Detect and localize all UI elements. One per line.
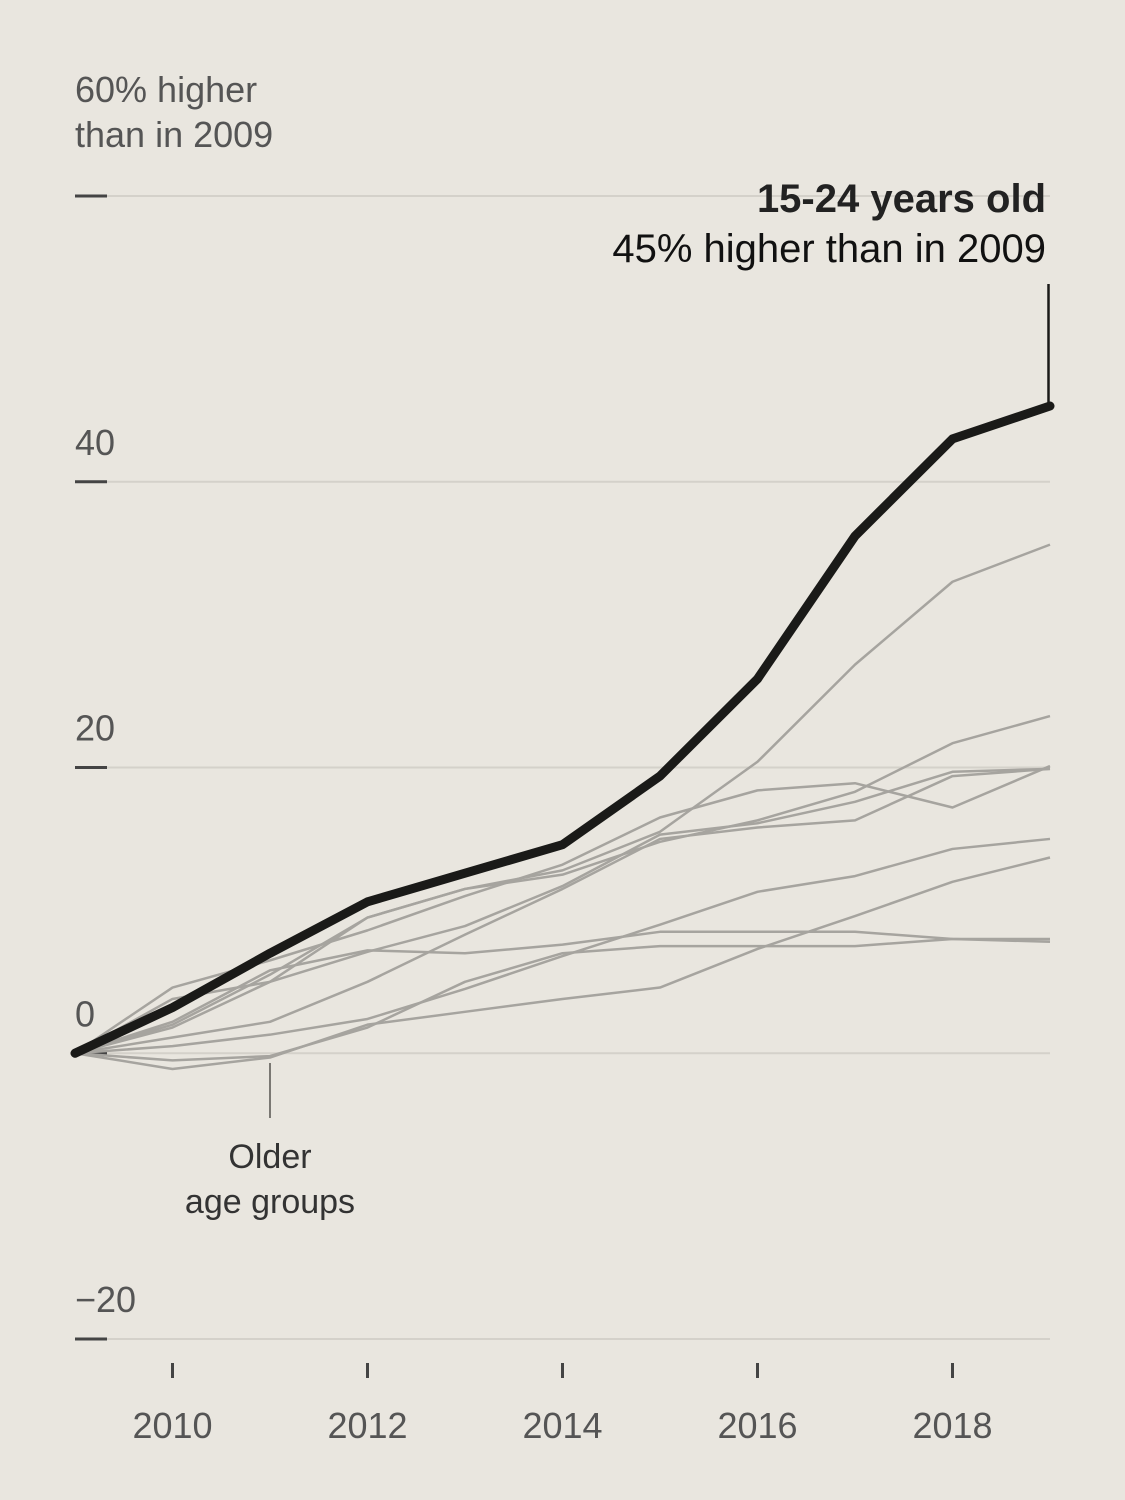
highlight-line-15-24: [70, 401, 1055, 1058]
y-tick-label-2: 20: [75, 708, 115, 749]
x-tick-label-0: 2010: [132, 1405, 212, 1446]
x-tick-label-3: 2016: [717, 1405, 797, 1446]
older-groups-label-line2: age groups: [185, 1183, 355, 1221]
x-tick-label-4: 2018: [912, 1405, 992, 1446]
older-age-group-line-0: [74, 543, 1051, 1055]
older-age-group-line-1: [74, 714, 1051, 1055]
older-age-group-line-4: [74, 930, 1051, 1055]
x-tick-label-2: 2014: [522, 1405, 602, 1446]
y-tick-label-3: 40: [75, 422, 115, 463]
x-tick-label-1: 2012: [327, 1405, 407, 1446]
older-age-group-line-5: [74, 767, 1051, 1055]
y-axis-label-line2: than in 2009: [75, 114, 273, 155]
grid-lines: [75, 195, 1050, 1340]
x-axis: 2010 2012 2014 2016 2018: [132, 1363, 993, 1446]
y-axis-label-line1: 60% higher: [75, 69, 257, 110]
older-age-group-line-6: [74, 837, 1051, 1055]
older-age-group-line-7: [74, 856, 1051, 1071]
older-age-group-line-2: [74, 764, 1051, 1055]
highlight-series: [70, 401, 1055, 1058]
older-age-group-line-8: [74, 937, 1050, 1062]
y-tick-label-0: −20: [75, 1279, 136, 1320]
older-age-group-line-3: [74, 767, 1051, 1055]
y-axis: −20 0 20 40: [75, 194, 136, 1341]
y-tick-label-1: 0: [75, 993, 95, 1034]
older-groups-label-line1: Older: [228, 1138, 311, 1176]
older-age-group-lines: [74, 543, 1051, 1071]
highlight-series-name: 15-24 years old: [757, 177, 1046, 221]
highlight-series-value-label: 45% higher than in 2009: [612, 227, 1046, 271]
